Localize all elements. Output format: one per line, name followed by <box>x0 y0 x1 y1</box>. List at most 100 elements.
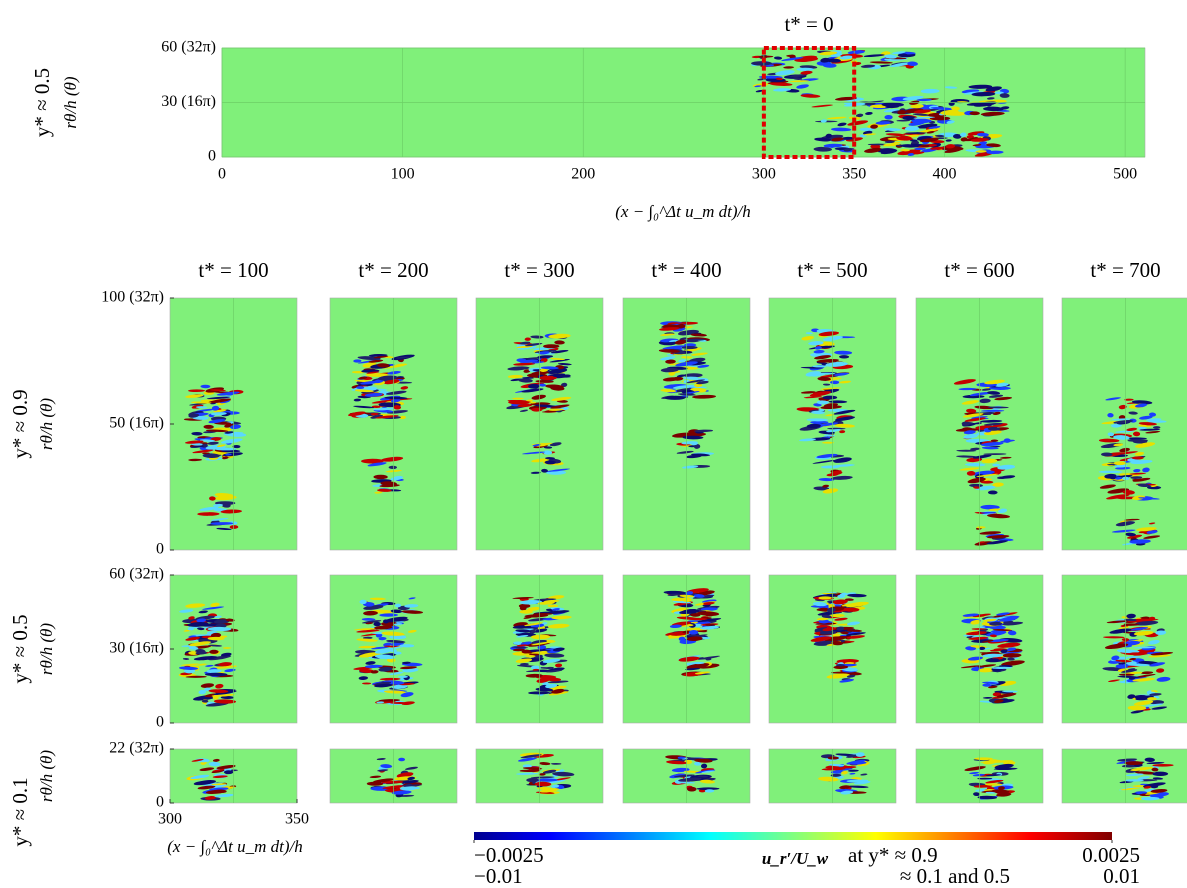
field-streak <box>664 395 686 400</box>
field-streak <box>1007 657 1015 661</box>
field-streak <box>694 429 714 433</box>
field-streak <box>196 618 207 623</box>
field-streak <box>216 444 226 447</box>
field-streak <box>179 609 194 613</box>
field-streak <box>970 619 981 625</box>
field-streak <box>956 449 977 452</box>
field-streak <box>554 340 565 345</box>
field-streak <box>208 655 232 661</box>
field-streak <box>525 655 536 658</box>
field-streak <box>990 760 1013 763</box>
field-streak <box>1156 676 1171 682</box>
field-streak <box>660 367 679 373</box>
field-streak <box>364 392 383 397</box>
field-streak <box>213 409 227 413</box>
field-streak <box>395 363 408 367</box>
field-streak <box>905 132 927 134</box>
field-streak <box>1151 706 1168 710</box>
field-streak <box>678 777 702 782</box>
field-streak <box>984 379 1005 385</box>
field-streak <box>214 615 222 618</box>
field-streak <box>1142 467 1150 473</box>
field-streak <box>958 387 977 391</box>
field-streak <box>754 85 762 88</box>
field-streak <box>1146 762 1165 764</box>
field-streak <box>540 357 548 363</box>
field-streak <box>988 685 998 689</box>
field-streak <box>537 778 558 782</box>
field-streak <box>215 683 224 689</box>
field-streak <box>998 508 1008 513</box>
field-streak <box>834 617 848 621</box>
field-streak <box>912 113 931 116</box>
field-streak <box>1105 397 1121 401</box>
field-streak <box>922 105 929 109</box>
field-streak <box>883 108 900 113</box>
field-streak <box>822 484 830 488</box>
field-streak <box>369 597 386 601</box>
field-streak <box>548 595 565 600</box>
field-streak <box>197 663 207 666</box>
field-streak <box>190 445 204 448</box>
field-streak <box>993 699 1004 704</box>
field-streak <box>543 344 560 349</box>
field-streak <box>928 125 941 129</box>
field-streak <box>1124 518 1140 521</box>
field-streak <box>882 51 891 55</box>
field-streak <box>977 795 997 800</box>
field-streak <box>202 453 220 459</box>
field-streak <box>837 122 847 127</box>
field-streak <box>1123 623 1140 626</box>
field-streak <box>1135 403 1148 408</box>
field-streak <box>188 413 200 418</box>
field-streak <box>703 602 714 605</box>
field-streak <box>697 618 722 623</box>
field-streak <box>970 447 981 451</box>
field-streak <box>213 447 237 451</box>
field-streak <box>535 379 554 383</box>
field-streak <box>987 406 1009 409</box>
field-streak <box>545 457 555 460</box>
field-streak <box>507 374 523 379</box>
field-streak <box>358 645 377 649</box>
field-streak <box>701 770 715 774</box>
field-streak <box>965 463 986 467</box>
field-streak <box>966 471 976 476</box>
field-streak <box>994 763 1014 769</box>
field-streak <box>374 491 383 494</box>
colorbar-tick-label: 0.01 <box>1103 864 1140 888</box>
field-streak <box>208 644 223 647</box>
field-streak <box>1138 422 1157 426</box>
field-streak <box>197 627 205 631</box>
field-streak <box>829 144 836 148</box>
field-streak <box>1133 468 1141 473</box>
field-streak <box>974 422 983 425</box>
field-streak <box>1146 485 1162 490</box>
field-streak <box>524 342 543 347</box>
y-tick-label: 60 (32π) <box>109 566 164 583</box>
field-streak <box>987 490 998 495</box>
field-streak <box>378 637 387 641</box>
field-streak <box>1146 530 1158 534</box>
field-streak <box>819 51 838 56</box>
field-streak <box>988 639 1009 643</box>
field-streak <box>1149 693 1162 696</box>
field-streak <box>835 96 857 101</box>
field-streak <box>208 761 221 767</box>
field-streak <box>185 636 201 641</box>
field-streak <box>982 618 997 622</box>
field-streak <box>1143 535 1161 539</box>
field-streak <box>385 390 407 395</box>
field-streak <box>839 55 854 60</box>
field-streak <box>992 629 1013 631</box>
field-streak <box>538 351 550 355</box>
field-streak <box>681 345 698 350</box>
field-streak <box>199 506 219 511</box>
field-streak <box>551 784 560 788</box>
field-streak <box>528 383 540 389</box>
field-streak <box>694 758 713 763</box>
field-streak <box>507 366 530 371</box>
field-streak <box>1124 437 1147 440</box>
field-streak <box>944 86 958 89</box>
field-streak <box>370 670 379 674</box>
